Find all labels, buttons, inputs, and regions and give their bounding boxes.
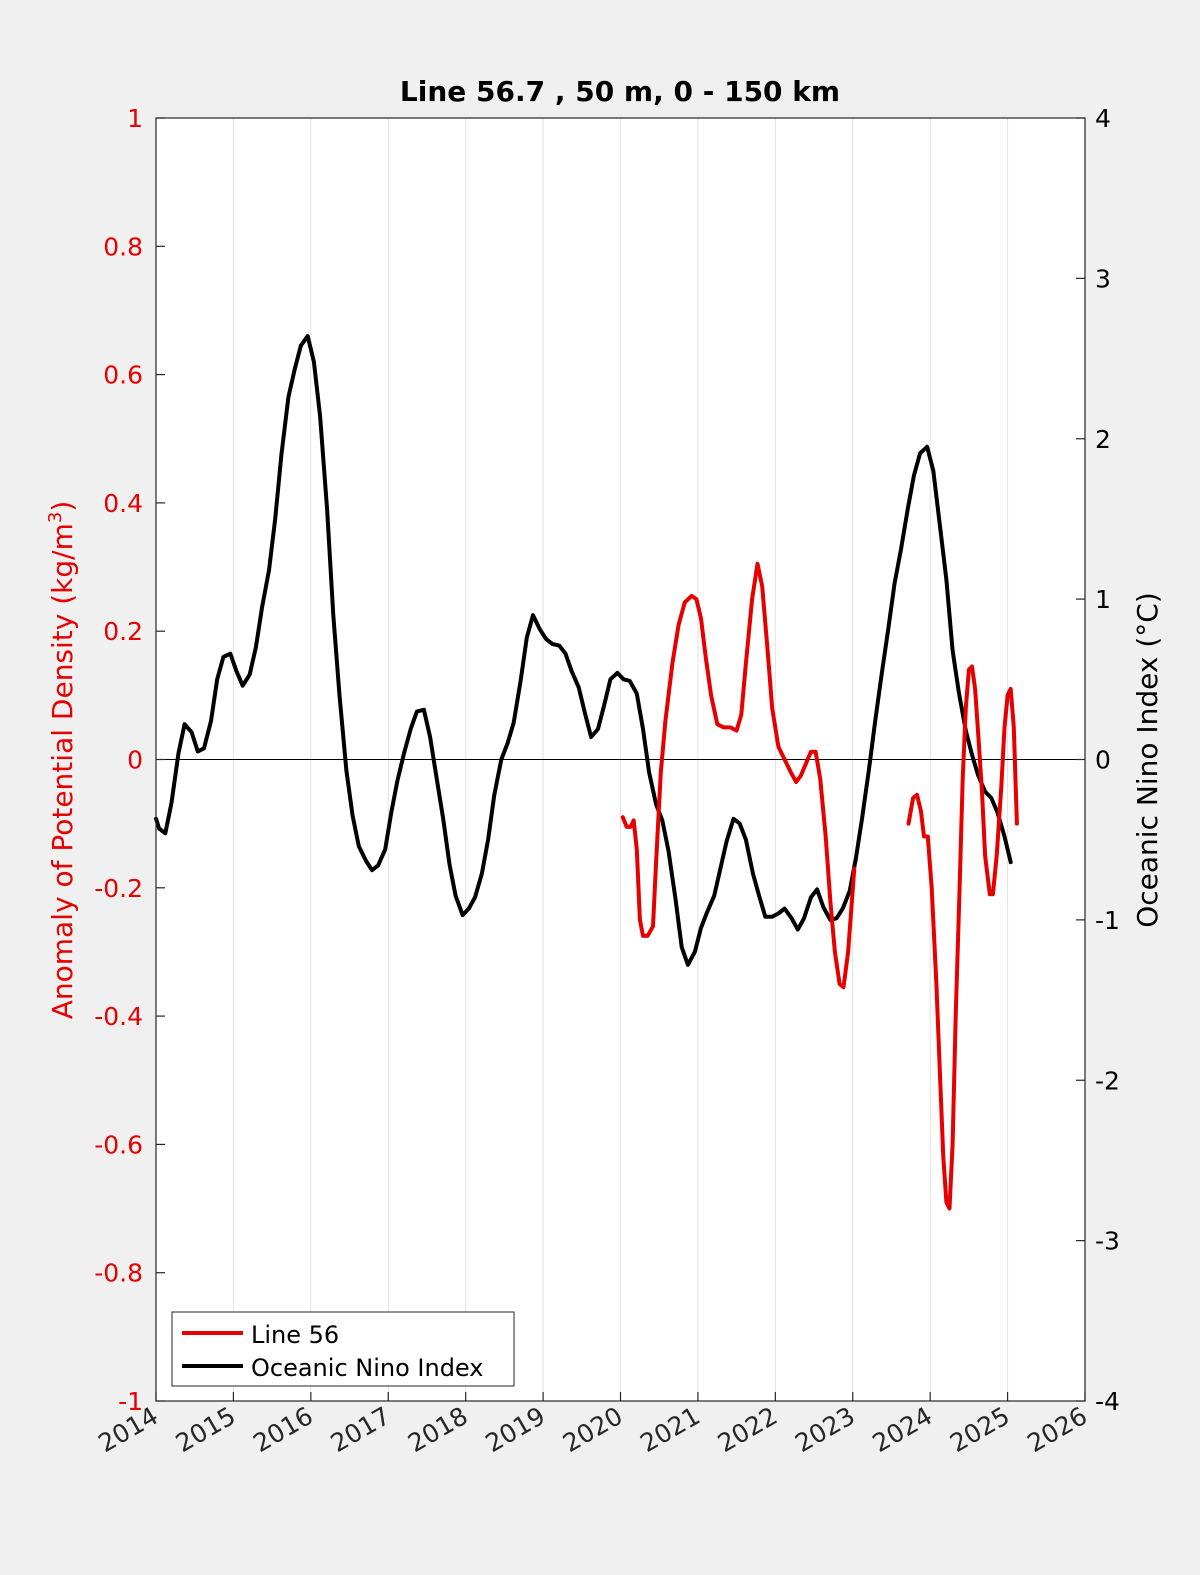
right-tick-label: 1 — [1095, 585, 1111, 614]
series-line-line-56-0 — [620, 561, 857, 990]
legend-label-line-56: Line 56 — [251, 1321, 339, 1349]
series-line-line-56-1 — [906, 664, 1019, 1211]
right-tick-label: -1 — [1095, 906, 1120, 935]
left-axis: 1 0.8 0.6 0.4 0.2 0 -0.2 -0.4 -0.6 -0.8 -1 — [94, 104, 165, 1416]
series-layer — [154, 334, 1019, 1211]
legend-box — [171, 1311, 515, 1387]
series-line-oceanic-nino-index-0 — [154, 334, 1013, 967]
left-tick-label: -0.4 — [94, 1002, 143, 1031]
left-tick-label: -0.2 — [94, 874, 143, 903]
right-tick-label: -4 — [1095, 1387, 1120, 1416]
right-tick-label: 3 — [1095, 264, 1111, 293]
right-tick-label: 2 — [1095, 425, 1111, 454]
left-tick-label: 0 — [127, 746, 143, 775]
left-tick-label: 1 — [127, 104, 143, 133]
left-tick-label: 0.8 — [103, 232, 143, 261]
right-tick-label: -3 — [1095, 1227, 1120, 1256]
right-axis: 4 3 2 1 0 -1 -2 -3 -4 — [1076, 104, 1120, 1416]
left-tick-label: -1 — [118, 1387, 143, 1416]
left-tick-label: 0.2 — [103, 617, 143, 646]
legend: Line 56 Oceanic Nino Index — [171, 1311, 515, 1387]
right-tick-label: -2 — [1095, 1066, 1120, 1095]
left-tick-label: -0.6 — [94, 1130, 143, 1159]
left-tick-label: 0.6 — [103, 361, 143, 390]
right-tick-label: 4 — [1095, 104, 1111, 133]
right-axis-label: Oceanic Nino Index (°C) — [1131, 592, 1164, 928]
left-axis-label: Anomaly of Potential Density (kg/m3) — [45, 501, 79, 1020]
legend-label-oni: Oceanic Nino Index — [251, 1354, 483, 1382]
right-tick-label: 0 — [1095, 746, 1111, 775]
left-tick-label: -0.8 — [94, 1259, 143, 1288]
chart-title: Line 56.7 , 50 m, 0 - 150 km — [400, 75, 840, 108]
left-tick-label: 0.4 — [103, 489, 143, 518]
